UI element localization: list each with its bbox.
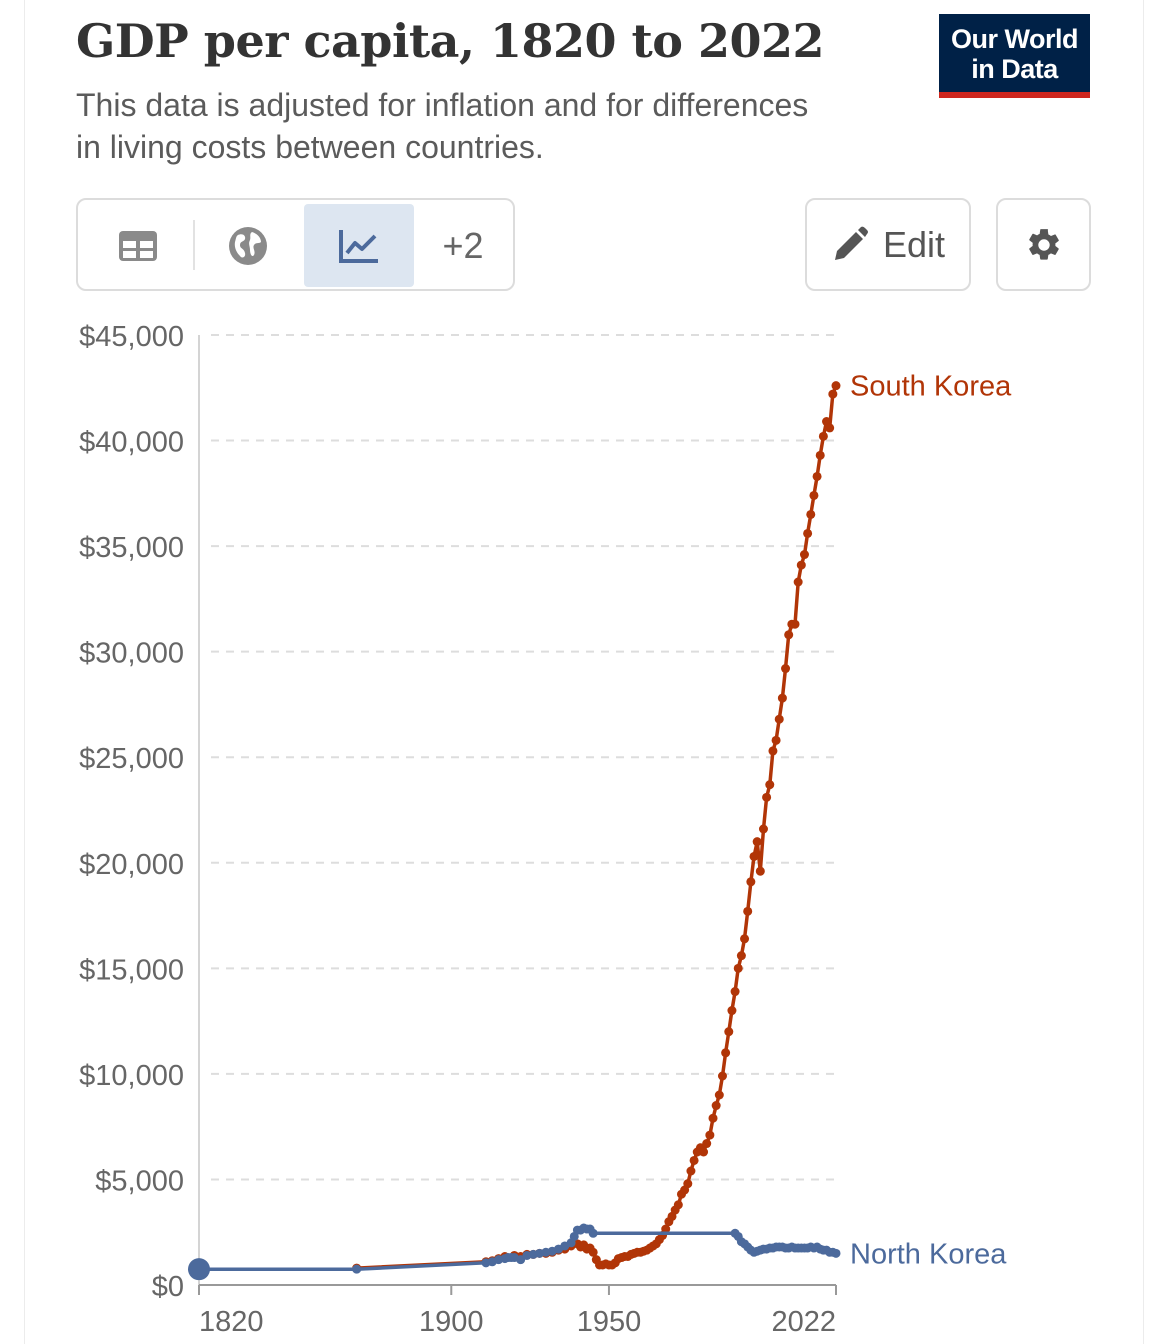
south-korea-label: South Korea [850, 371, 1012, 403]
chart-title: GDP per capita, 1820 to 2022 [76, 14, 825, 68]
south-korea-point [686, 1166, 696, 1176]
south-korea-point [683, 1179, 693, 1189]
south-korea-point [796, 560, 806, 570]
south-korea-point [689, 1155, 699, 1165]
south-korea-point [724, 1027, 734, 1037]
south-korea-point [746, 877, 756, 887]
y-tick-label: $25,000 [79, 743, 184, 775]
north-korea-point [831, 1248, 841, 1258]
south-korea-point [699, 1147, 709, 1157]
y-tick-label: $40,000 [79, 427, 184, 459]
x-tick-label: 1820 [199, 1306, 264, 1338]
tab-table[interactable] [88, 204, 188, 287]
south-korea-point [752, 837, 762, 847]
y-tick-label: $5,000 [95, 1165, 184, 1197]
south-korea-point [771, 735, 781, 745]
south-korea-point [708, 1113, 718, 1123]
south-korea-point [705, 1130, 715, 1140]
north-korea-label: North Korea [850, 1238, 1007, 1270]
south-korea-point [803, 528, 813, 538]
south-korea-point [702, 1139, 712, 1149]
x-tick-label: 2022 [771, 1306, 836, 1338]
chart-card [24, 0, 1144, 1344]
y-tick-label: $15,000 [79, 954, 184, 986]
south-korea-point [765, 780, 775, 790]
owid-logo[interactable]: Our World in Data [939, 14, 1090, 98]
y-tick-label: $10,000 [79, 1060, 184, 1092]
south-korea-point [828, 389, 838, 399]
chart-subtitle: This data is adjusted for inflation and … [76, 87, 809, 165]
y-tick-label: $0 [152, 1271, 184, 1303]
tab-divider [193, 220, 195, 270]
south-korea-point [755, 866, 765, 876]
south-korea-point [784, 630, 794, 640]
south-korea-point [714, 1090, 724, 1100]
globe-icon [229, 226, 267, 265]
x-tick-label: 1950 [577, 1306, 642, 1338]
south-korea-point [799, 550, 809, 560]
south-korea-point [762, 792, 772, 802]
south-korea-point [812, 471, 822, 481]
x-tick-label: 1900 [419, 1306, 484, 1338]
view-tabs: +2 [76, 198, 515, 291]
y-tick-label: $20,000 [79, 849, 184, 881]
north-korea-point [352, 1264, 362, 1274]
south-korea-point [721, 1048, 731, 1058]
south-korea-point [673, 1200, 683, 1210]
south-korea-point [733, 963, 743, 973]
logo-stripe [939, 92, 1090, 98]
south-korea-point [777, 693, 787, 703]
south-korea-point [774, 714, 784, 724]
south-korea-point [793, 577, 803, 587]
tab-more[interactable]: +2 [418, 204, 508, 287]
tab-chart[interactable] [304, 204, 414, 287]
north-korea-point [516, 1255, 526, 1265]
tab-map[interactable] [198, 204, 298, 287]
north-korea-start-marker [188, 1258, 210, 1281]
south-korea-point [815, 450, 825, 460]
south-korea-point [736, 951, 746, 961]
y-tick-label: $45,000 [79, 321, 184, 353]
south-korea-point [661, 1224, 671, 1234]
south-korea-point [749, 851, 759, 861]
settings-button[interactable] [996, 198, 1091, 291]
south-korea-point [809, 490, 819, 500]
south-korea-point [717, 1071, 727, 1081]
logo-line-2: in Data [971, 54, 1058, 84]
table-icon [119, 230, 157, 261]
south-korea-point [818, 431, 828, 441]
line-chart-icon [339, 229, 378, 263]
south-korea-point [588, 1247, 598, 1257]
south-korea-point [758, 824, 768, 834]
south-korea-point [768, 746, 778, 756]
more-tabs-label: +2 [442, 224, 484, 266]
south-korea-point [730, 987, 740, 997]
south-korea-point [806, 509, 816, 519]
edit-button[interactable]: Edit [805, 198, 971, 291]
y-tick-label: $30,000 [79, 638, 184, 670]
south-korea-point [711, 1101, 721, 1111]
south-korea-point [790, 619, 800, 629]
south-korea-point [825, 423, 835, 433]
edit-label: Edit [882, 223, 946, 265]
gear-icon [1028, 228, 1059, 260]
south-korea-point [831, 381, 841, 391]
south-korea-point [727, 1006, 737, 1016]
south-korea-point [781, 664, 791, 674]
south-korea-point [740, 934, 750, 944]
pencil-icon [834, 226, 868, 260]
y-tick-label: $35,000 [79, 532, 184, 564]
north-korea-point [588, 1228, 598, 1238]
logo-line-1: Our World [951, 24, 1079, 54]
south-korea-point [743, 906, 753, 916]
